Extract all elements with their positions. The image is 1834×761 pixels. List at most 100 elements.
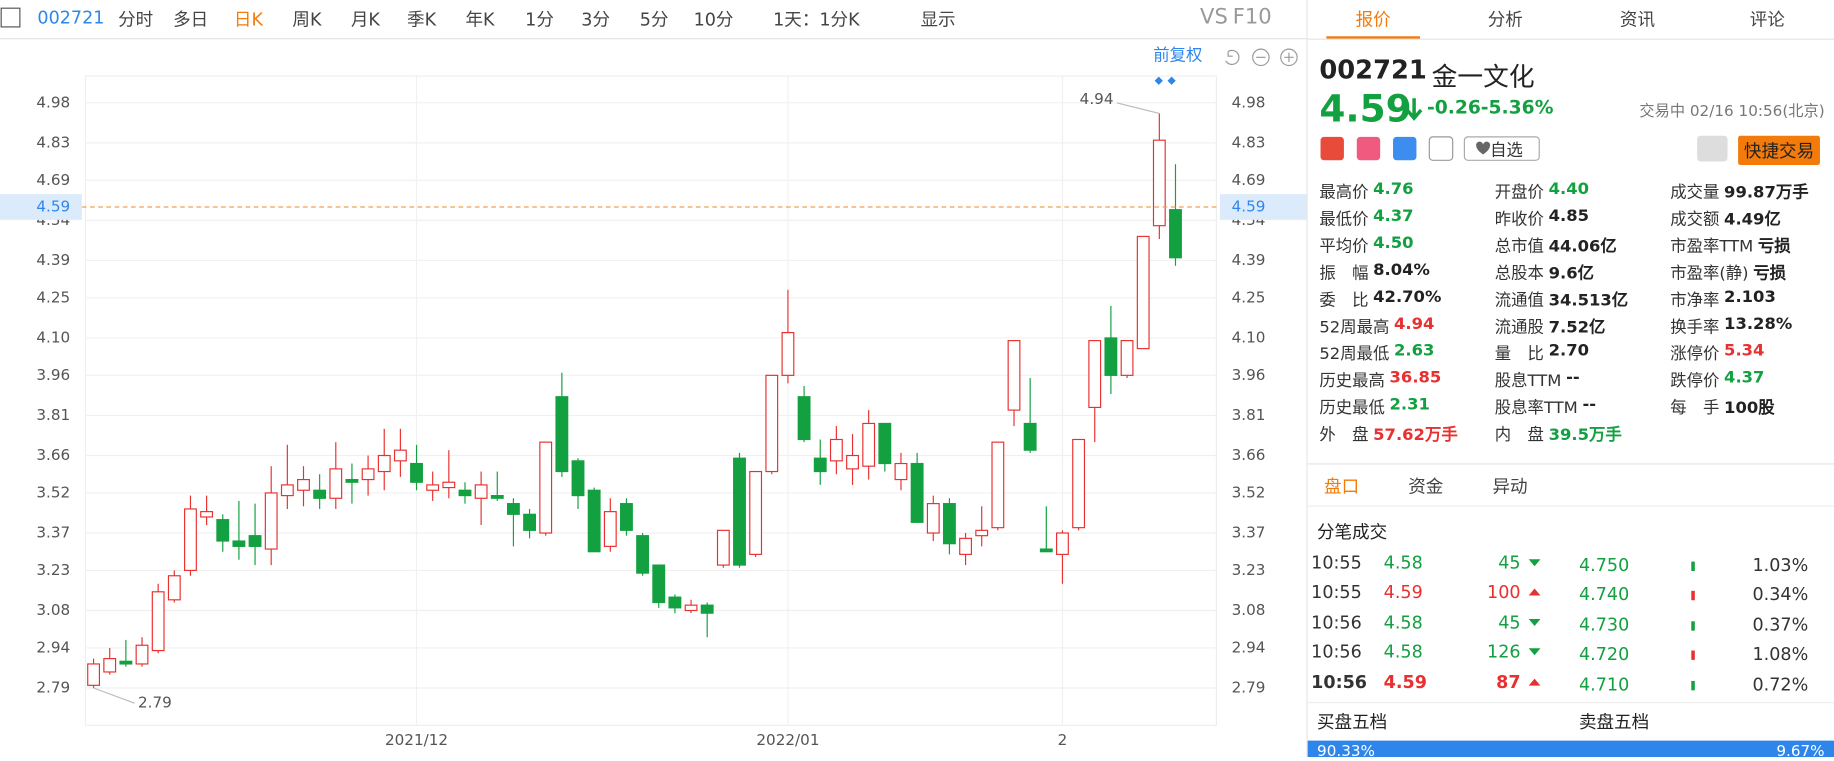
- stat-label: 每 手: [1670, 398, 1720, 418]
- period-tab[interactable]: 月K: [350, 9, 380, 31]
- period-tab[interactable]: 1分: [525, 9, 554, 31]
- stat-row: 昨收价 4.85: [1495, 207, 1589, 230]
- period-tab[interactable]: 分时: [118, 9, 154, 31]
- watch-button[interactable]: 自选: [1490, 141, 1523, 161]
- panel-tab[interactable]: 报价: [1355, 9, 1391, 31]
- candle-body: [216, 519, 230, 542]
- period-tab[interactable]: 年K: [465, 9, 495, 31]
- y-tick-label: 4.10: [1232, 328, 1266, 346]
- stat-value: 4.85: [1548, 207, 1590, 226]
- f10-button[interactable]: F10: [1232, 4, 1272, 30]
- stock-code[interactable]: 002721: [37, 7, 105, 29]
- panel-tab[interactable]: 资讯: [1619, 9, 1656, 31]
- trade-volume: 126: [1487, 641, 1521, 663]
- candle-body: [1104, 337, 1118, 376]
- y-tick-label: 4.25: [1232, 288, 1266, 306]
- period-tab[interactable]: 5分: [639, 9, 669, 31]
- stat-label: 流通股: [1494, 318, 1544, 337]
- stat-label: 换手率: [1670, 318, 1720, 337]
- icon-row[interactable]: [1319, 136, 1553, 162]
- trade-price: 4.59: [1383, 671, 1427, 693]
- stat-row: 历史最低 2.31: [1319, 395, 1430, 418]
- candle-body: [426, 484, 440, 491]
- sub-tab[interactable]: 盘口: [1324, 476, 1360, 498]
- candle-body: [490, 495, 504, 499]
- period-tab[interactable]: 10分: [693, 9, 734, 31]
- candle-body: [700, 604, 714, 614]
- period-tab[interactable]: 3分: [581, 9, 611, 31]
- period-select[interactable]: 1天：1分K: [773, 9, 860, 31]
- y-tick-label: 3.08: [36, 601, 70, 619]
- sell-ratio: 9.67%: [1776, 742, 1825, 761]
- candle-body: [555, 396, 569, 473]
- vs-button[interactable]: VS: [1200, 4, 1228, 30]
- stat-label: 振 幅: [1319, 264, 1369, 284]
- quick-trade-button[interactable]: 快捷交易: [1738, 135, 1820, 165]
- book-price: 4.740: [1579, 584, 1630, 606]
- candle-body: [716, 529, 730, 566]
- candle-body: [345, 478, 359, 483]
- plot-frame: [84, 75, 1218, 726]
- tab-underline: [1326, 36, 1420, 39]
- trade-volume: 45: [1498, 611, 1521, 633]
- panel-tab[interactable]: 分析: [1487, 9, 1523, 31]
- period-tab[interactable]: 季K: [407, 9, 437, 31]
- annotation-leader: [1116, 102, 1160, 115]
- candle-body: [103, 658, 117, 673]
- candle-body: [587, 489, 601, 553]
- x-tick-label: 2021/12: [385, 731, 448, 749]
- sub-tab[interactable]: 资金: [1408, 476, 1444, 498]
- sub-tab[interactable]: 异动: [1492, 476, 1528, 498]
- stat-value: 7.52亿: [1548, 318, 1606, 337]
- chart-tools[interactable]: [1225, 48, 1298, 67]
- candle-body: [1088, 340, 1102, 408]
- stat-label: 平均价: [1319, 237, 1369, 257]
- y-tick-label: 4.83: [36, 133, 70, 151]
- menu-icon[interactable]: [0, 7, 21, 28]
- last-price-label: 4.59: [36, 197, 70, 215]
- alert-button[interactable]: [1697, 135, 1728, 162]
- candle-body: [151, 591, 165, 652]
- y-tick-label: 3.52: [1232, 483, 1266, 501]
- candle-body: [135, 644, 149, 665]
- adjust-label[interactable]: 前复权: [1153, 46, 1202, 65]
- book-price: 4.710: [1579, 673, 1630, 695]
- stat-value: 4.37: [1724, 368, 1765, 388]
- stat-row: 振 幅 8.04%: [1319, 261, 1430, 284]
- period-tab[interactable]: 日K: [233, 9, 263, 31]
- period-tab[interactable]: 周K: [292, 9, 322, 31]
- candle-body: [329, 468, 343, 499]
- trade-direction: [1528, 678, 1541, 686]
- candle-body: [862, 422, 876, 467]
- stat-label: 总股本: [1494, 264, 1544, 284]
- book-pct: 1.08%: [1752, 643, 1809, 665]
- candle-body: [1072, 438, 1086, 529]
- stat-value: 4.94: [1394, 314, 1435, 334]
- stat-row: 换手率 13.28%: [1670, 315, 1792, 338]
- stat-value: 34.513亿: [1548, 291, 1629, 311]
- y-tick-label: 4.69: [1232, 171, 1266, 189]
- candle-body: [410, 462, 423, 483]
- trade-time: 10:55: [1311, 581, 1362, 604]
- y-tick-label: 2.94: [1232, 638, 1266, 656]
- stat-label: 涨停价: [1670, 345, 1720, 364]
- y-tick-label: 3.96: [1232, 366, 1266, 384]
- ratio-bar: [1307, 740, 1834, 758]
- stat-label: 历史最低: [1319, 398, 1385, 418]
- candle-body: [1169, 209, 1182, 259]
- y-tick-label: 3.52: [36, 483, 70, 501]
- display-menu[interactable]: 显示: [920, 9, 956, 31]
- candle-body: [620, 503, 633, 531]
- trade-time: 10:56: [1311, 611, 1362, 633]
- y-tick-label: 3.37: [1232, 524, 1266, 542]
- candle-body: [846, 454, 859, 470]
- panel-tab[interactable]: 评论: [1749, 9, 1785, 31]
- period-tab[interactable]: 多日: [173, 9, 209, 31]
- kline-chart: 前复权 2.79 2.79 2.94 2.94 3.08 3.08 3.23 3.23 3.37…: [0, 7, 1308, 749]
- quote-panel: 报价 分析 资讯 评论 002721 金一文化 4.59 -0.26 -5.36% 交易中 02/…: [1307, 0, 1834, 761]
- stat-label: 股息TTM: [1494, 372, 1562, 391]
- y-tick-label: 4.10: [36, 328, 70, 346]
- book-pct: 0.72%: [1752, 673, 1809, 695]
- adjust-dots: [1154, 76, 1176, 85]
